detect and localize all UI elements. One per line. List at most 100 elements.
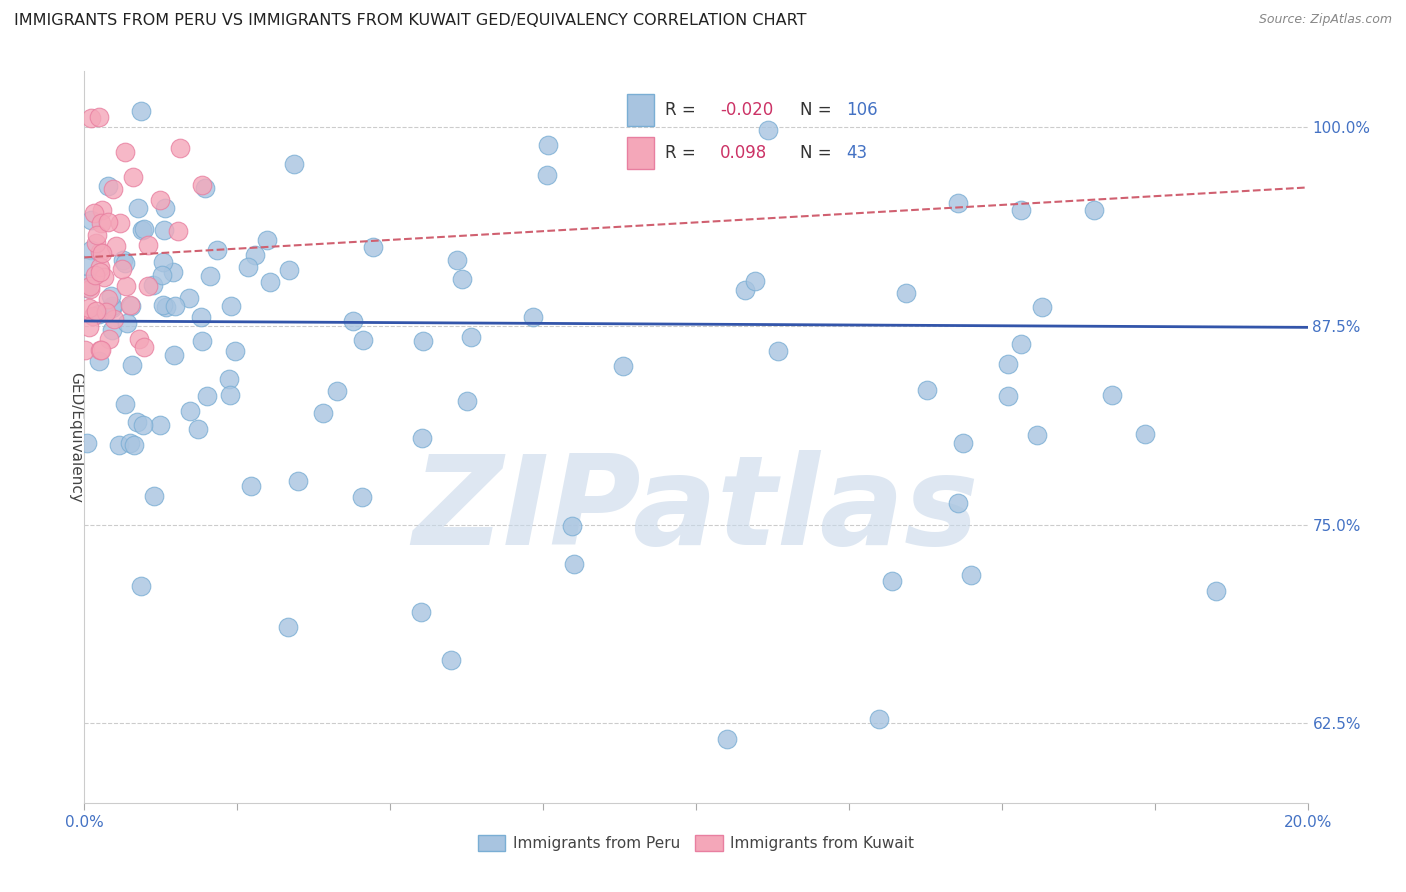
Point bbox=[917, 383, 939, 397]
Point bbox=[77, 301, 100, 316]
Point bbox=[412, 334, 434, 348]
Text: R =: R = bbox=[665, 145, 696, 162]
Point bbox=[243, 248, 266, 262]
Point bbox=[1205, 584, 1227, 599]
Point bbox=[108, 217, 131, 231]
Point bbox=[240, 479, 263, 493]
Text: R =: R = bbox=[665, 101, 696, 119]
Point bbox=[90, 343, 112, 357]
Point bbox=[191, 178, 214, 193]
Point bbox=[101, 301, 124, 315]
Point bbox=[169, 141, 191, 155]
Point bbox=[205, 243, 228, 257]
Point bbox=[446, 252, 468, 267]
Point bbox=[1101, 388, 1123, 402]
Point bbox=[149, 417, 172, 432]
Point bbox=[1026, 428, 1049, 442]
Point bbox=[93, 270, 115, 285]
Point bbox=[236, 260, 259, 275]
Point bbox=[101, 299, 124, 313]
Text: N =: N = bbox=[800, 145, 831, 162]
Point bbox=[112, 253, 135, 268]
Point bbox=[756, 123, 779, 137]
Point bbox=[136, 279, 159, 293]
Point bbox=[115, 316, 138, 330]
Point bbox=[89, 265, 111, 279]
Text: 106: 106 bbox=[846, 101, 877, 119]
Point bbox=[191, 334, 214, 348]
Point bbox=[80, 111, 103, 125]
Point bbox=[152, 255, 174, 269]
Point bbox=[1083, 202, 1105, 217]
Text: -0.020: -0.020 bbox=[720, 101, 773, 119]
Point bbox=[143, 489, 166, 503]
Point bbox=[97, 332, 120, 346]
Point bbox=[80, 244, 103, 258]
Point bbox=[352, 490, 374, 504]
Point bbox=[120, 435, 142, 450]
Legend: Immigrants from Peru, Immigrants from Kuwait: Immigrants from Peru, Immigrants from Ku… bbox=[471, 830, 921, 857]
Point bbox=[451, 272, 474, 286]
Point bbox=[76, 435, 98, 450]
Point bbox=[97, 215, 120, 229]
Text: Source: ZipAtlas.com: Source: ZipAtlas.com bbox=[1258, 13, 1392, 27]
Point bbox=[522, 310, 544, 324]
Point bbox=[79, 279, 101, 293]
Point bbox=[1031, 300, 1053, 314]
Point bbox=[766, 343, 789, 358]
Point bbox=[946, 195, 969, 210]
Point bbox=[562, 558, 585, 572]
Point bbox=[122, 438, 145, 452]
Point bbox=[104, 239, 127, 253]
Point bbox=[259, 275, 281, 289]
Point bbox=[880, 574, 903, 588]
Point bbox=[342, 313, 364, 327]
Point bbox=[132, 221, 155, 235]
Point bbox=[79, 213, 101, 227]
Point bbox=[111, 262, 134, 277]
Point bbox=[97, 178, 120, 193]
Point bbox=[325, 384, 347, 398]
Point bbox=[132, 340, 155, 354]
Point bbox=[82, 309, 104, 323]
Point bbox=[165, 299, 187, 313]
Point bbox=[86, 228, 108, 243]
Point bbox=[162, 265, 184, 279]
Point bbox=[120, 299, 142, 313]
Point bbox=[122, 169, 145, 184]
Point bbox=[87, 307, 110, 321]
FancyBboxPatch shape bbox=[627, 137, 654, 169]
Point bbox=[132, 418, 155, 433]
Text: 43: 43 bbox=[846, 145, 868, 162]
Point bbox=[952, 435, 974, 450]
Point bbox=[150, 268, 173, 283]
Point bbox=[115, 279, 138, 293]
Point bbox=[187, 422, 209, 436]
Point bbox=[94, 305, 117, 319]
Point bbox=[87, 110, 110, 124]
Point bbox=[127, 202, 149, 216]
Point bbox=[997, 357, 1019, 371]
Point bbox=[131, 579, 153, 593]
Point bbox=[79, 282, 101, 296]
Point bbox=[75, 343, 97, 357]
Point bbox=[869, 712, 891, 726]
Point bbox=[219, 388, 242, 402]
Point bbox=[91, 202, 114, 217]
Point bbox=[460, 329, 482, 343]
Y-axis label: GED/Equivalency: GED/Equivalency bbox=[67, 372, 83, 502]
Point bbox=[120, 298, 142, 312]
Point bbox=[195, 389, 218, 403]
Point bbox=[114, 256, 136, 270]
Point bbox=[224, 344, 246, 359]
Point bbox=[612, 359, 634, 373]
Point bbox=[89, 343, 111, 357]
Point bbox=[136, 237, 159, 252]
FancyBboxPatch shape bbox=[627, 95, 654, 126]
Point bbox=[278, 263, 301, 277]
Point bbox=[84, 303, 107, 318]
Point bbox=[409, 605, 432, 619]
Point bbox=[103, 312, 125, 326]
Point bbox=[1010, 203, 1032, 218]
Point bbox=[283, 157, 305, 171]
